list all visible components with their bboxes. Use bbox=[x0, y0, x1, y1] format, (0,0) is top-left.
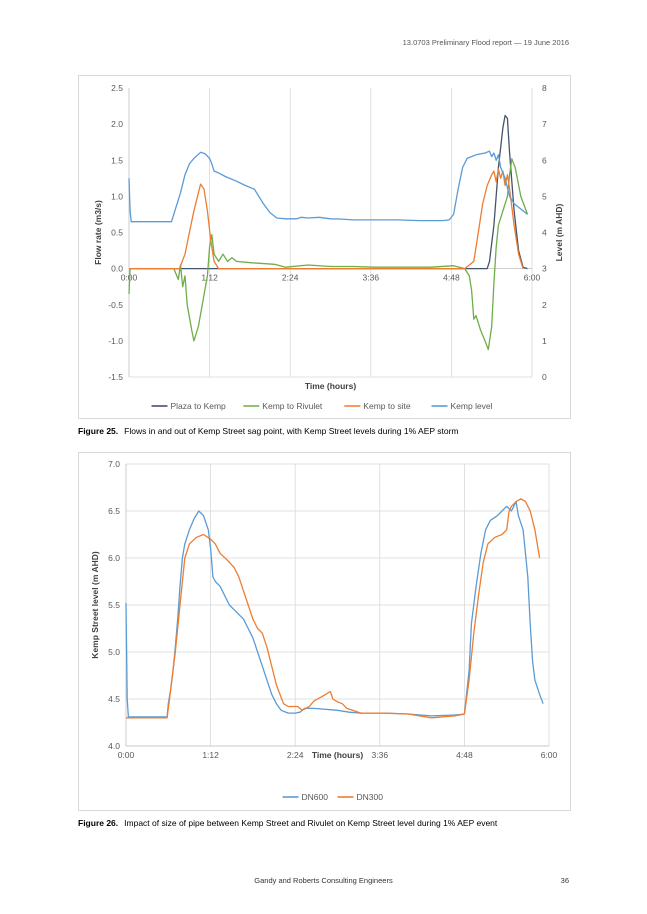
chart2-x-tick-label: 2:24 bbox=[287, 750, 304, 760]
chart1-x-tick-label: 3:36 bbox=[363, 273, 380, 283]
figure-25-caption: Figure 25. Flows in and out of Kemp Stree… bbox=[78, 426, 459, 436]
chart1-x-tick-label: 4:48 bbox=[443, 273, 460, 283]
chart2-x-tick-label: 4:48 bbox=[456, 750, 473, 760]
figure-26-label: Figure 26. bbox=[78, 818, 119, 828]
figure-25-label: Figure 25. bbox=[78, 426, 119, 436]
chart2-legend-label: DN300 bbox=[357, 792, 384, 802]
chart1-series-kemp-level bbox=[128, 150, 528, 223]
chart1-y-tick-label: 1.0 bbox=[111, 191, 123, 201]
chart1-legend-label: Plaza to Kemp bbox=[171, 401, 227, 411]
chart1-y-tick-label: 2.5 bbox=[111, 83, 123, 93]
chart1-y-tick-label: -1.5 bbox=[108, 372, 123, 382]
figure-25-chart: 0:00 1:12 2:24 3:36 4:48 6:00 -1.5 -1.0 -0.5 0.0 0… bbox=[78, 75, 571, 419]
figure-26-chart: 0:00 1:12 2:24 3:36 4:48 6:00 4.0 4.5 5.0 5.5 6.0 6… bbox=[78, 452, 571, 811]
chart2-legend-label: DN600 bbox=[302, 792, 329, 802]
figure-26-plot: 0:00 1:12 2:24 3:36 4:48 6:00 4.0 4.5 5.0 5.5 6.0 6… bbox=[90, 459, 558, 802]
page-header: 13.0703 Preliminary Flood report — 19 Ju… bbox=[402, 38, 569, 47]
chart2-x-tick-label: 3:36 bbox=[372, 750, 389, 760]
chart1-x-tick-label: 6:00 bbox=[524, 273, 541, 283]
chart2-y-tick-label: 5.5 bbox=[108, 600, 120, 610]
chart1-y2-tick-label: 2 bbox=[542, 300, 547, 310]
chart1-y-tick-label: -1.0 bbox=[108, 336, 123, 346]
chart1-y-tick-label: 0.0 bbox=[111, 264, 123, 274]
chart2-y-tick-label: 4.0 bbox=[108, 741, 120, 751]
chart1-y2-tick-label: 5 bbox=[542, 191, 547, 201]
chart1-y2-axis-title: Level (m AHD) bbox=[554, 203, 564, 261]
chart1-y2-tick-label: 3 bbox=[542, 264, 547, 274]
chart2-y-axis-title: Kemp Street level (m AHD) bbox=[90, 551, 100, 659]
chart1-y2-tick-label: 4 bbox=[542, 228, 547, 238]
chart2-y-tick-label: 6.0 bbox=[108, 553, 120, 563]
chart1-y-tick-label: 0.5 bbox=[111, 228, 123, 238]
chart1-legend-label: Kemp to Rivulet bbox=[262, 401, 323, 411]
chart2-y-tick-label: 4.5 bbox=[108, 694, 120, 704]
chart2-x-tick-label: 6:00 bbox=[541, 750, 558, 760]
chart1-y-tick-label: 1.5 bbox=[111, 155, 123, 165]
chart1-y2-tick-label: 8 bbox=[542, 83, 547, 93]
figure-25-caption-text: Flows in and out of Kemp Street sag poin… bbox=[124, 426, 459, 436]
figure-26-caption-text: Impact of size of pipe between Kemp Stre… bbox=[124, 818, 498, 828]
figure-25-plot: 0:00 1:12 2:24 3:36 4:48 6:00-1.5-1.0-0.50.00… bbox=[93, 83, 564, 411]
chart1-legend-label: Kemp level bbox=[451, 401, 493, 411]
figure-26-caption: Figure 26. Impact of size of pipe between… bbox=[78, 818, 497, 828]
chart1-y-axis-title: Flow rate (m3/s) bbox=[93, 200, 103, 265]
page-footer: Gandy and Roberts Consulting Engineers bbox=[254, 876, 393, 885]
chart1-x-axis-title: Time (hours) bbox=[305, 381, 356, 391]
chart1-x-tick-label: 1:12 bbox=[201, 273, 218, 283]
chart2-x-axis-title: Time (hours) bbox=[312, 750, 363, 760]
chart1-y2-tick-label: 6 bbox=[542, 155, 547, 165]
chart1-series-kemp-to-rivulet bbox=[128, 158, 529, 351]
chart1-legend-label: Kemp to site bbox=[363, 401, 411, 411]
chart1-y-tick-label: 2.0 bbox=[111, 119, 123, 129]
chart2-series-dn600 bbox=[125, 500, 544, 718]
chart1-y2-tick-label: 0 bbox=[542, 372, 547, 382]
chart2-y-tick-label: 7.0 bbox=[108, 459, 120, 469]
chart1-y2-tick-label: 7 bbox=[542, 119, 547, 129]
chart1-y-tick-label: -0.5 bbox=[108, 300, 123, 310]
chart2-x-tick-label: 0:00 bbox=[118, 750, 135, 760]
chart2-x-tick-label: 1:12 bbox=[202, 750, 219, 760]
chart1-series-plaza-to-kemp bbox=[129, 114, 528, 270]
chart2-series-dn300 bbox=[126, 498, 541, 719]
page-number: 36 bbox=[560, 876, 569, 885]
chart1-y2-tick-label: 1 bbox=[542, 336, 547, 346]
chart1-x-tick-label: 2:24 bbox=[282, 273, 299, 283]
chart2-y-tick-label: 5.0 bbox=[108, 647, 120, 657]
chart2-y-tick-label: 6.5 bbox=[108, 506, 120, 516]
